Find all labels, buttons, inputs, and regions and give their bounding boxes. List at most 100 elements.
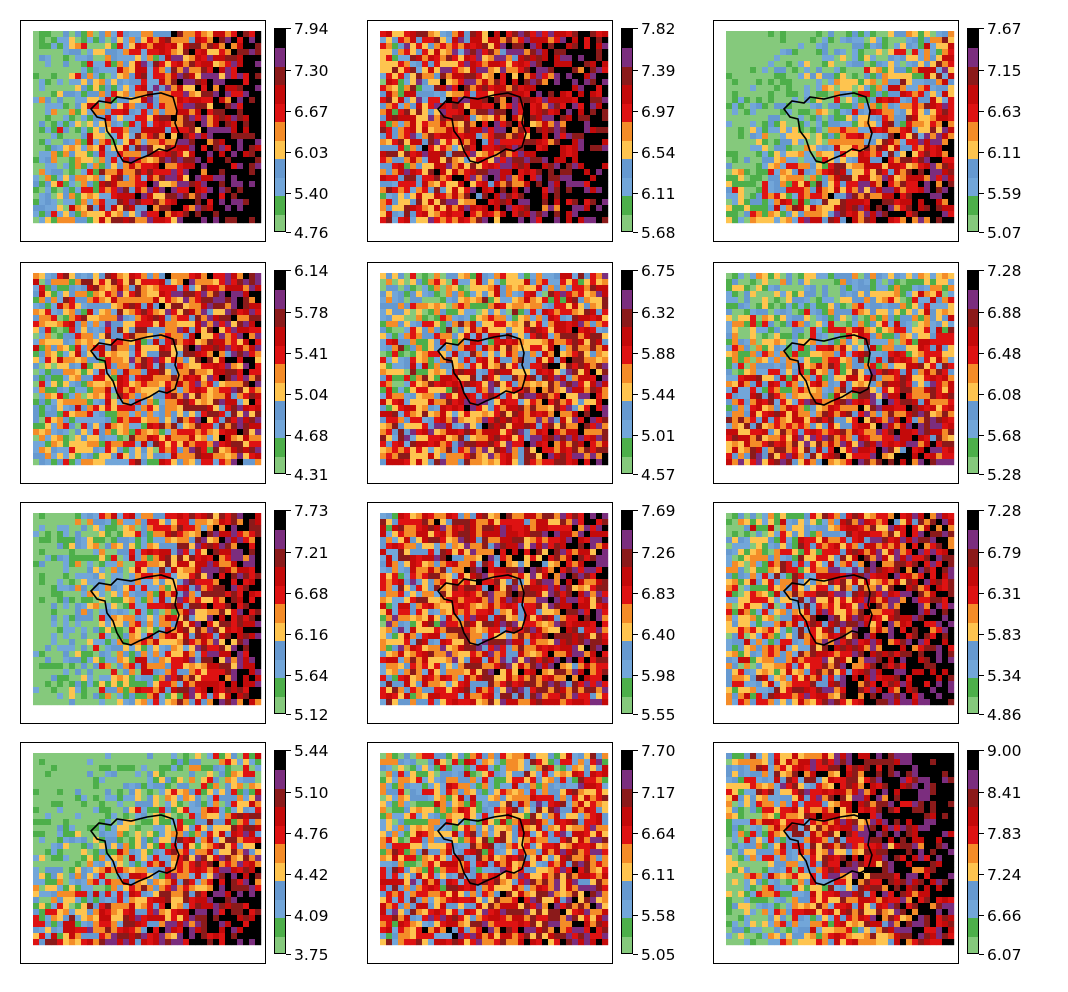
raster-cell	[201, 321, 208, 328]
raster-cell	[864, 91, 871, 98]
raster-cell	[876, 151, 883, 158]
raster-cell	[141, 315, 148, 322]
raster-cell	[243, 369, 250, 376]
raster-cell	[750, 103, 757, 110]
raster-cell	[63, 459, 70, 466]
raster-cell	[153, 103, 160, 110]
raster-cell	[75, 67, 82, 74]
raster-cell	[500, 187, 507, 194]
raster-cell	[738, 133, 745, 140]
raster-cell	[470, 211, 477, 218]
raster-cell	[195, 145, 202, 152]
raster-cell	[93, 345, 100, 352]
raster-cell	[75, 181, 82, 188]
raster-cell	[476, 37, 483, 44]
raster-cell	[231, 121, 238, 128]
raster-cell	[870, 67, 877, 74]
raster-cell	[768, 205, 775, 212]
raster-cell	[404, 31, 411, 38]
raster-cell	[105, 37, 112, 44]
raster-cell	[446, 151, 453, 158]
raster-cell	[918, 103, 925, 110]
raster-cell	[768, 157, 775, 164]
raster-map	[380, 31, 609, 224]
raster-cell	[189, 121, 196, 128]
raster-cell	[786, 175, 793, 182]
raster-cell	[392, 193, 399, 200]
raster-cell	[458, 103, 465, 110]
raster-cell	[476, 163, 483, 170]
raster-cell	[590, 55, 597, 62]
raster-cell	[39, 453, 46, 460]
raster-cell	[792, 205, 799, 212]
raster-cell	[159, 279, 166, 286]
raster-cell	[147, 139, 154, 146]
raster-cell	[572, 37, 579, 44]
raster-cell	[434, 217, 441, 224]
raster-cell	[45, 321, 52, 328]
raster-cell	[548, 73, 555, 80]
raster-cell	[69, 169, 76, 176]
map-frame	[20, 20, 266, 242]
raster-cell	[888, 145, 895, 152]
raster-cell	[147, 97, 154, 104]
raster-cell	[51, 193, 58, 200]
raster-cell	[39, 417, 46, 424]
raster-cell	[458, 31, 465, 38]
raster-cell	[45, 423, 52, 430]
raster-cell	[225, 205, 232, 212]
raster-cell	[87, 31, 94, 38]
raster-cell	[159, 345, 166, 352]
raster-cell	[744, 139, 751, 146]
raster-cell	[404, 127, 411, 134]
raster-cell	[470, 217, 477, 224]
raster-cell	[434, 37, 441, 44]
raster-cell	[458, 61, 465, 68]
raster-cell	[392, 97, 399, 104]
raster-cell	[39, 393, 46, 400]
raster-cell	[900, 31, 907, 38]
raster-cell	[105, 181, 112, 188]
raster-cell	[452, 91, 459, 98]
raster-cell	[602, 163, 609, 170]
raster-cell	[482, 211, 489, 218]
raster-cell	[572, 133, 579, 140]
raster-cell	[255, 169, 262, 176]
raster-cell	[39, 435, 46, 442]
raster-cell	[768, 121, 775, 128]
raster-cell	[51, 285, 58, 292]
raster-cell	[33, 163, 40, 170]
raster-cell	[195, 205, 202, 212]
raster-cell	[822, 181, 829, 188]
raster-cell	[744, 175, 751, 182]
raster-cell	[231, 127, 238, 134]
raster-cell	[828, 55, 835, 62]
raster-cell	[231, 61, 238, 68]
raster-cell	[554, 55, 561, 62]
raster-cell	[249, 309, 256, 316]
raster-cell	[105, 315, 112, 322]
raster-cell	[129, 49, 136, 56]
raster-cell	[936, 175, 943, 182]
raster-cell	[416, 115, 423, 122]
raster-cell	[536, 163, 543, 170]
raster-cell	[816, 109, 823, 116]
raster-cell	[828, 169, 835, 176]
raster-cell	[416, 67, 423, 74]
raster-cell	[744, 73, 751, 80]
raster-cell	[33, 417, 40, 424]
raster-cell	[590, 73, 597, 80]
raster-cell	[147, 339, 154, 346]
raster-cell	[744, 37, 751, 44]
raster-cell	[846, 49, 853, 56]
raster-cell	[93, 73, 100, 80]
raster-cell	[243, 279, 250, 286]
raster-cell	[422, 79, 429, 86]
raster-cell	[153, 399, 160, 406]
raster-cell	[762, 37, 769, 44]
raster-cell	[93, 363, 100, 370]
raster-cell	[482, 145, 489, 152]
raster-cell	[237, 55, 244, 62]
raster-cell	[852, 43, 859, 50]
raster-cell	[584, 73, 591, 80]
